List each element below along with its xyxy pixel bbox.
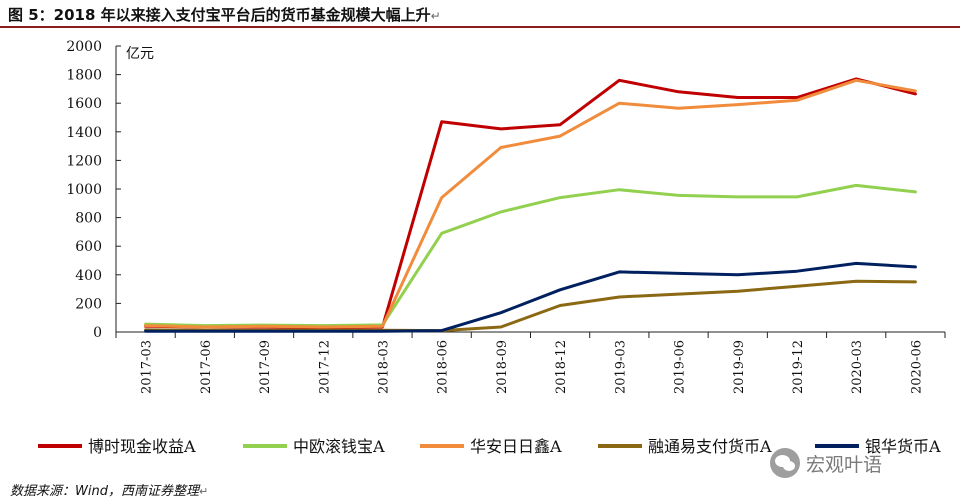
y-tick-label: 800 [75, 211, 102, 227]
x-tick-label: 2017-09 [258, 340, 273, 394]
series-line-4 [144, 279, 917, 333]
y-axis-unit: 亿元 [126, 46, 154, 62]
title-divider [0, 26, 960, 28]
y-tick-label: 400 [75, 268, 102, 284]
x-tick-label: 2019-09 [732, 340, 747, 394]
x-tick-label: 2019-03 [613, 340, 628, 394]
x-tick-label: 2020-06 [909, 340, 924, 394]
y-tick-label: 1800 [66, 68, 102, 84]
x-tick-label: 2018-03 [376, 340, 391, 394]
x-tick-label: 2020-03 [850, 340, 865, 394]
legend-label: 中欧滚钱宝A [293, 437, 385, 456]
y-tick-label: 1200 [66, 153, 102, 169]
x-tick-label: 2018-12 [554, 340, 569, 394]
legend-label: 银华货币A [865, 437, 941, 456]
watermark: 宏观叶语 [770, 448, 882, 478]
x-tick-label: 2019-12 [791, 340, 806, 394]
paragraph-mark-icon: ↵ [430, 9, 441, 23]
x-tick-label: 2018-09 [495, 340, 510, 394]
y-tick-label: 2000 [66, 39, 102, 55]
x-tick-label: 2017-06 [199, 340, 214, 394]
x-tick-label: 2017-03 [140, 340, 155, 394]
y-tick-label: 0 [93, 325, 102, 341]
y-tick-label: 600 [75, 239, 102, 255]
chart-title: 图 5：2018 年以来接入支付宝平台后的货币基金规模大幅上升↵ [8, 4, 441, 25]
y-tick-label: 1000 [66, 182, 102, 198]
x-tick-label: 2019-06 [673, 340, 688, 394]
x-tick-label: 2017-12 [317, 340, 332, 394]
x-tick-label: 2018-06 [436, 340, 451, 394]
y-tick-label: 200 [75, 296, 102, 312]
series-line-5 [144, 261, 917, 333]
legend-label: 华安日日鑫A [470, 437, 562, 456]
series-line-3 [144, 78, 917, 329]
y-tick-label: 1400 [66, 125, 102, 141]
data-source-text: 数据来源：Wind，西南证券整理 [10, 484, 199, 499]
data-source-note: 数据来源：Wind，西南证券整理↵ [10, 480, 208, 499]
series-line-2 [144, 183, 917, 328]
chart-title-text: 图 5：2018 年以来接入支付宝平台后的货币基金规模大幅上升 [8, 6, 431, 24]
watermark-text: 宏观叶语 [806, 453, 883, 476]
y-tick-label: 1600 [66, 96, 102, 112]
wechat-icon [770, 448, 800, 478]
legend-label: 融通易支付货币A [648, 437, 772, 456]
paragraph-mark-icon: ↵ [198, 485, 209, 498]
legend-label: 博时现金收益A [88, 437, 196, 456]
